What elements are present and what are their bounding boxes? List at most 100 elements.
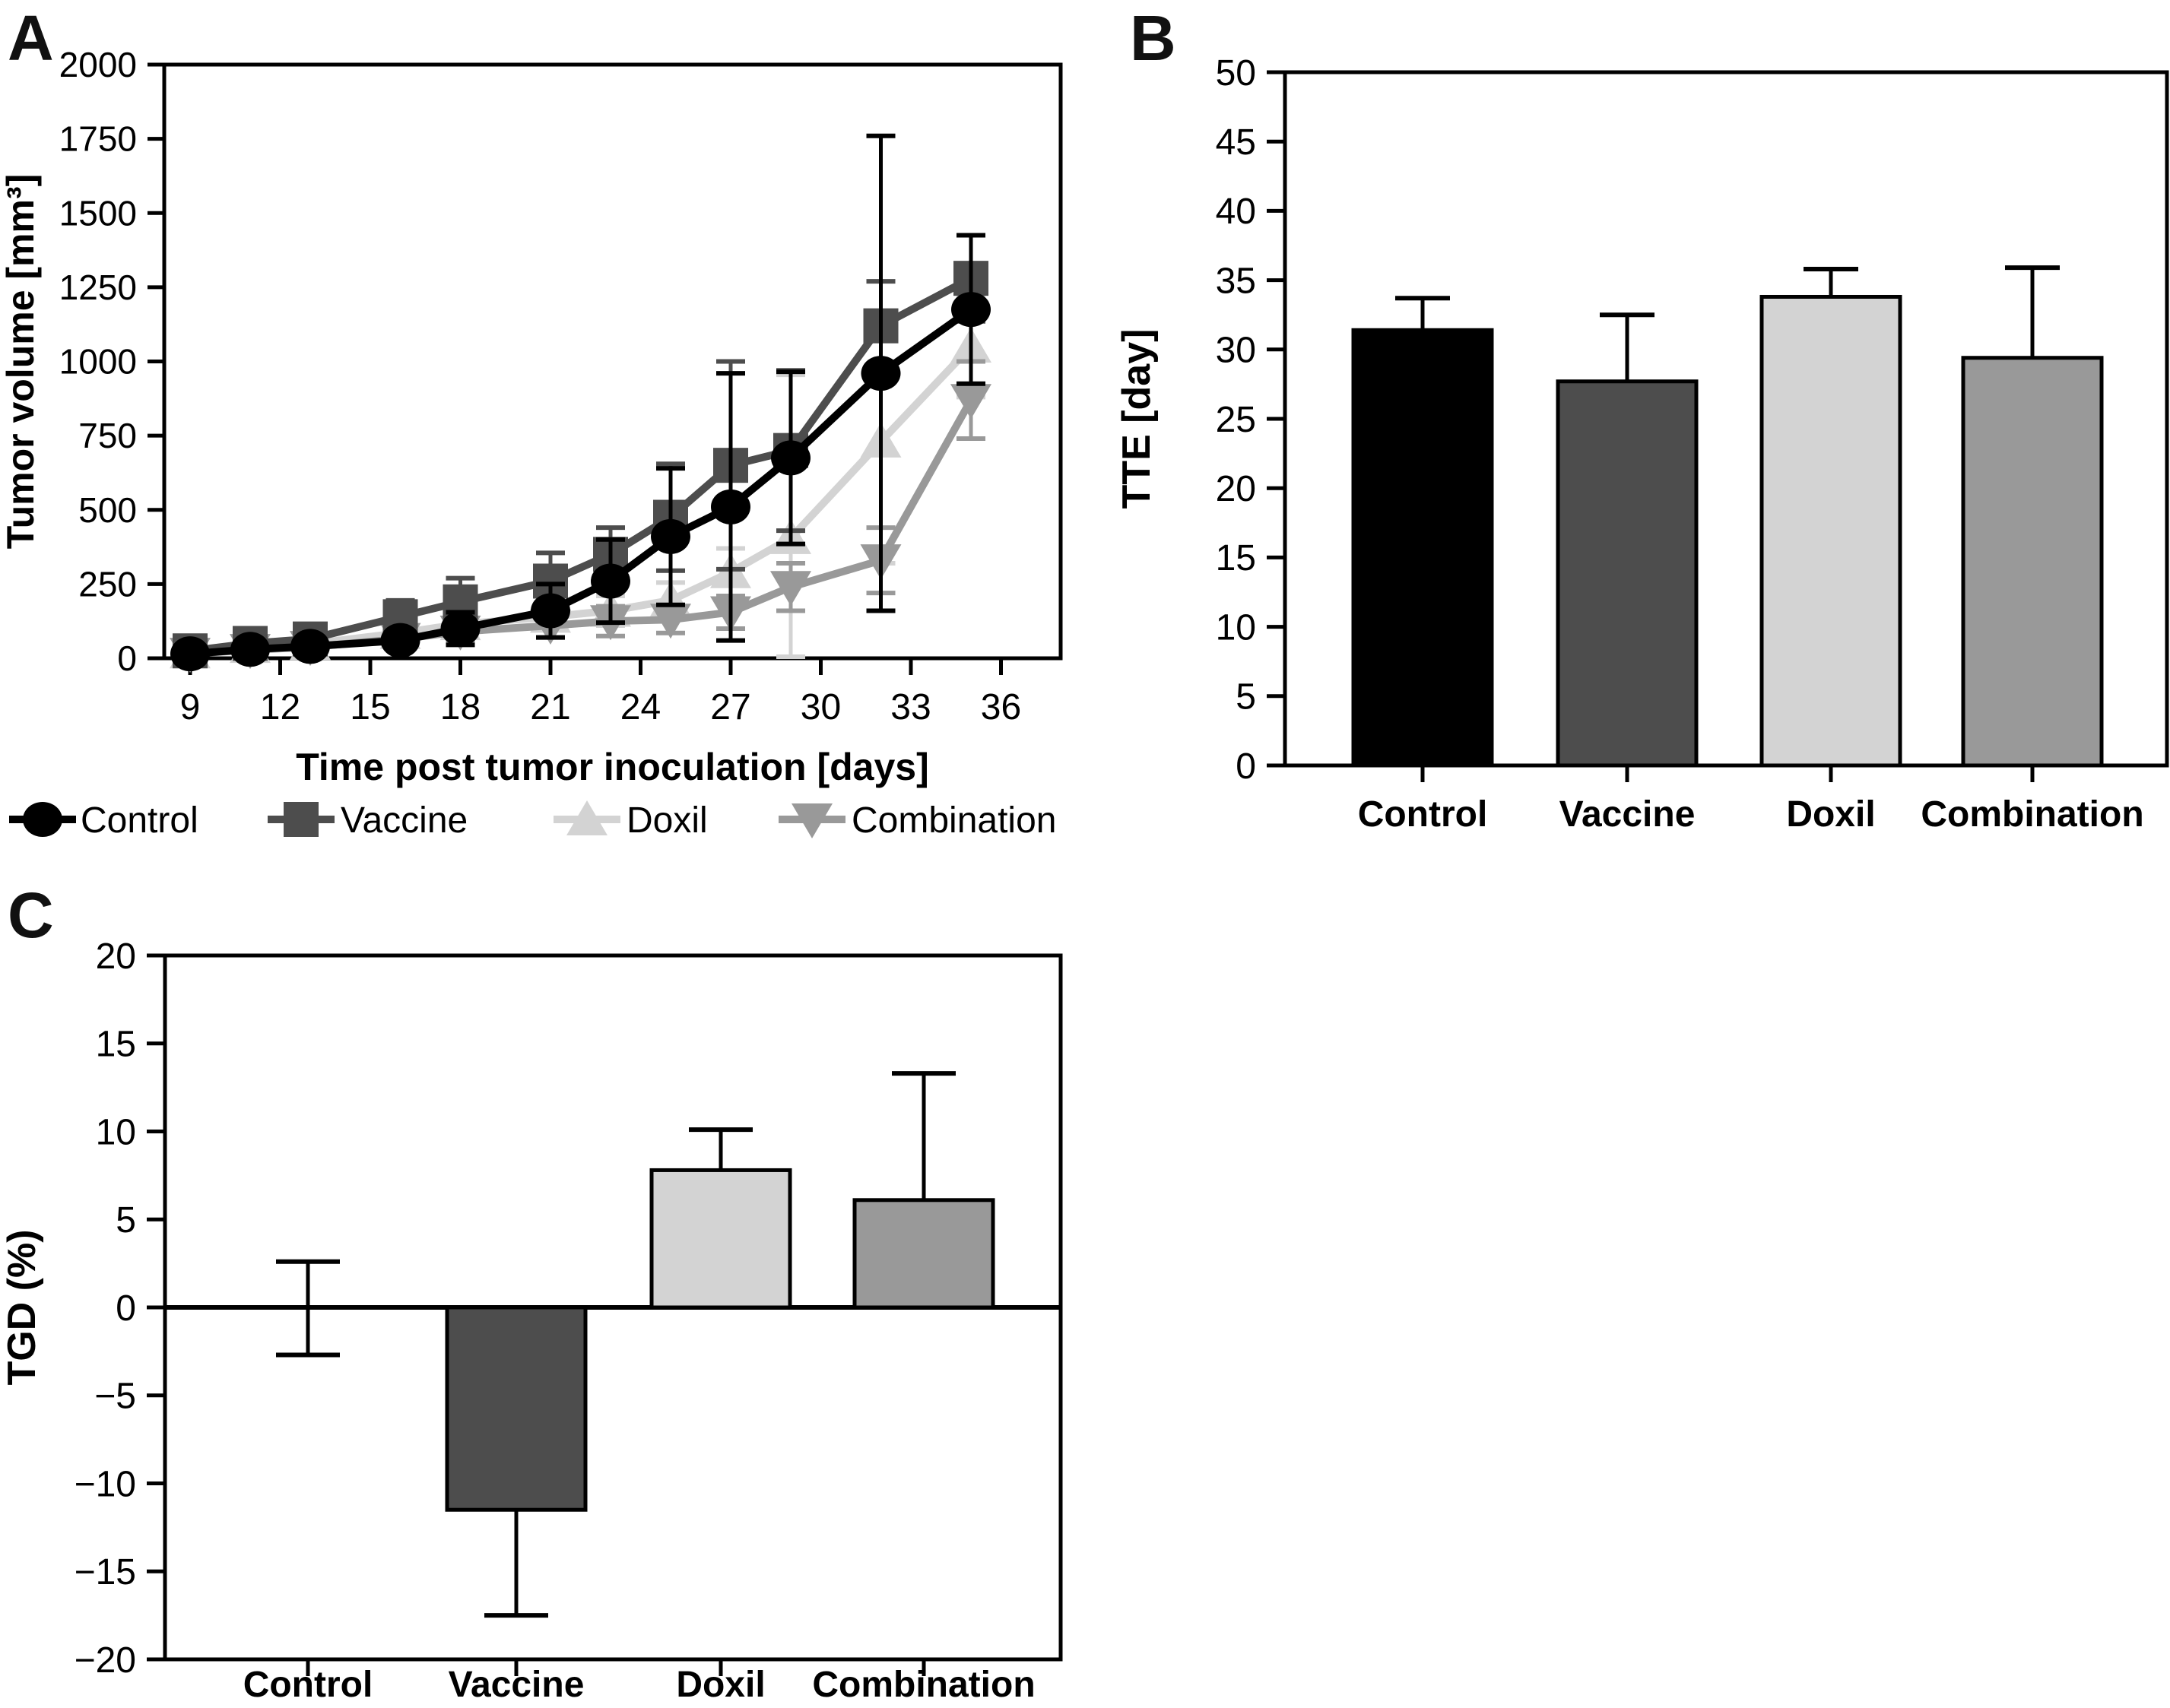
series-control <box>170 133 991 672</box>
y-axis-title: TGD (%) <box>0 1229 44 1385</box>
bar-combination <box>852 1198 995 1310</box>
svg-text:Time post tumor inoculation [d: Time post tumor inoculation [days] <box>296 746 928 788</box>
bar-control <box>1351 328 1494 768</box>
y-tick-label: −10 <box>75 1464 136 1504</box>
y-tick-label: 5 <box>1236 677 1256 718</box>
legend-item-combination: Combination <box>779 800 1056 841</box>
y-tick-label: 30 <box>1216 331 1256 371</box>
bar-doxil <box>649 1168 792 1310</box>
bars <box>1351 265 2104 768</box>
panel-a-label: A <box>8 2 54 74</box>
y-tick-label: −20 <box>75 1640 136 1681</box>
y-tick-label: 20 <box>1216 469 1256 509</box>
panel-b-label: B <box>1130 2 1176 74</box>
legend-label: Combination <box>852 800 1056 841</box>
y-tick-label: 35 <box>1216 261 1256 301</box>
y-axis-title: TTE [day] <box>1115 329 1159 509</box>
svg-text:TGD (%): TGD (%) <box>0 1229 44 1385</box>
y-tick-label: 15 <box>1216 538 1256 578</box>
y-tick-label: 750 <box>78 416 137 455</box>
category-label: Vaccine <box>1559 794 1696 835</box>
category-label: Control <box>243 1665 373 1705</box>
y-tick-label: −5 <box>94 1377 136 1417</box>
category-label: Combination <box>812 1665 1035 1705</box>
legend-label: Control <box>81 800 198 841</box>
error-bar-combination <box>2005 265 2060 358</box>
category-label: Control <box>1358 794 1488 835</box>
y-axis-title: Tumor volume [mm³] <box>0 174 42 550</box>
x-tick-label: 33 <box>890 687 931 727</box>
x-tick-label: 24 <box>620 687 661 727</box>
x-tick-label: 9 <box>180 687 201 727</box>
x-tick-label: 21 <box>530 687 570 727</box>
legend-label: Doxil <box>627 800 708 841</box>
y-tick-label: 45 <box>1216 122 1256 163</box>
svg-text:TTE [day]: TTE [day] <box>1115 329 1159 509</box>
bar-doxil <box>1759 294 1902 768</box>
bars <box>276 1071 995 1618</box>
y-tick-label: 20 <box>96 936 136 977</box>
y-tick-label: −15 <box>75 1552 136 1592</box>
y-tick-label: 40 <box>1216 192 1256 232</box>
error-bar-control <box>1395 296 1450 331</box>
legend-item-doxil: Doxil <box>554 800 708 841</box>
category-label: Vaccine <box>449 1665 585 1705</box>
y-tick-label: 15 <box>96 1025 136 1065</box>
x-axis: 9 12 15 18 21 24 27 30 33 36 <box>180 658 1021 727</box>
y-tick-label: 5 <box>116 1200 136 1241</box>
x-tick-label: 15 <box>350 687 390 727</box>
bar-vaccine <box>1556 379 1699 768</box>
panel-a-tumor-volume-line-chart: 0 250 500 750 1000 1250 1500 1750 2000 9 12 15 18 21 2… <box>0 45 1063 841</box>
markers <box>173 261 988 669</box>
y-axis: 0 5 10 15 20 25 30 35 40 45 50 <box>1216 53 1285 787</box>
error-bar-combination <box>892 1071 956 1200</box>
error-bars <box>176 233 985 657</box>
y-tick-label: 50 <box>1216 53 1256 93</box>
y-tick-label: 10 <box>96 1112 136 1152</box>
y-axis: 20 15 10 5 0 −5 −10 −15 −20 <box>75 936 165 1681</box>
x-tick-label: 18 <box>440 687 481 727</box>
x-axis: Control Vaccine Doxil Combination <box>1358 765 2144 835</box>
y-tick-label: 25 <box>1216 400 1256 440</box>
error-bar-control <box>276 1259 340 1358</box>
category-label: Combination <box>1921 794 2143 835</box>
y-tick-label: 1000 <box>59 342 137 382</box>
series-line <box>189 344 974 657</box>
error-bar-vaccine <box>484 1510 548 1618</box>
svg-text:Tumor volume [mm³]: Tumor volume [mm³] <box>0 174 42 550</box>
legend: Control Vaccine Doxil Combination <box>9 800 1056 841</box>
legend-label: Vaccine <box>341 800 468 841</box>
y-tick-label: 10 <box>1216 607 1256 648</box>
category-label: Doxil <box>1786 794 1875 835</box>
x-axis-title: Time post tumor inoculation [days] <box>296 746 928 788</box>
x-tick-label: 27 <box>710 687 750 727</box>
panel-c-label: C <box>8 879 54 951</box>
y-tick-label: 2000 <box>59 45 137 84</box>
x-axis: Control Vaccine Doxil Combination <box>243 1659 1036 1705</box>
category-label: Doxil <box>676 1665 765 1705</box>
x-tick-label: 36 <box>981 687 1021 727</box>
y-axis: 0 250 500 750 1000 1250 1500 1750 2000 <box>59 45 164 678</box>
error-bars <box>176 133 985 659</box>
y-tick-label: 1250 <box>59 268 137 307</box>
x-tick-label: 12 <box>260 687 300 727</box>
legend-item-vaccine: Vaccine <box>268 800 468 841</box>
x-tick-label: 30 <box>801 687 841 727</box>
error-bar-doxil <box>689 1127 753 1171</box>
y-tick-label: 250 <box>78 564 137 604</box>
bar-combination <box>1961 356 2104 768</box>
y-tick-label: 0 <box>1236 746 1256 787</box>
y-tick-label: 0 <box>116 1288 136 1329</box>
error-bar-doxil <box>1804 267 1858 297</box>
y-tick-label: 500 <box>78 490 137 530</box>
markers <box>170 292 991 672</box>
y-tick-label: 1500 <box>59 193 137 233</box>
bar-vaccine <box>445 1305 588 1512</box>
legend-item-control: Control <box>9 800 198 841</box>
y-tick-label: 0 <box>117 639 137 678</box>
y-tick-label: 1750 <box>59 119 137 159</box>
error-bar-vaccine <box>1600 312 1654 382</box>
